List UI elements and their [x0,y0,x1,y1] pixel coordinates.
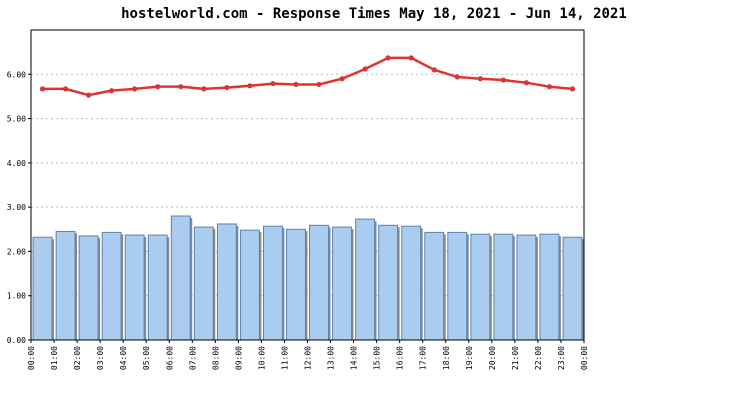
line-point [293,81,299,88]
bar [447,231,468,341]
bar [262,225,283,341]
x-tick-label: 15:00 [373,346,382,370]
x-tick-label: 12:00 [304,346,313,370]
x-tick-label: 16:00 [396,346,405,370]
x-tick-label: 20:00 [488,346,497,370]
line-point [523,80,529,86]
line-point [500,77,506,83]
bar [424,231,445,341]
x-tick-label: 07:00 [188,346,197,370]
x-tick-label: 02:00 [73,346,82,370]
x-tick-label: 19:00 [465,346,474,370]
line-point [569,86,576,92]
line-point [132,86,138,92]
y-tick-label: 6.00 [7,70,26,79]
chart-title: hostelworld.com - Response Times May 18,… [121,6,627,22]
axes [28,29,585,343]
y-tick-label: 1.00 [7,292,26,301]
x-tick-label: 00:00 [580,346,589,370]
bar [562,236,583,341]
line-point [109,88,115,94]
line-point [247,83,253,89]
x-tick-label: 05:00 [142,346,151,370]
line-point [86,92,92,98]
line-point [362,66,368,72]
x-tick-labels: 00:00 01:00 02:00 03:00 04:00 05:00 06:00 07:00… [27,346,589,370]
line-point [408,55,414,61]
line-point [431,67,437,73]
x-tick-label: 09:00 [234,346,243,370]
bar [193,226,214,341]
bars [32,215,584,341]
x-tick-label: 22:00 [534,346,543,370]
line-point [454,74,460,80]
bar [101,231,122,341]
x-tick-label: 08:00 [211,346,220,370]
line-point [316,81,322,88]
bar [286,228,306,341]
bar [239,229,260,341]
bar [516,234,537,341]
line-point [178,84,184,90]
bar [124,234,145,341]
bar [332,226,353,341]
bar [147,234,168,341]
y-tick-label: 3.00 [7,203,26,212]
x-tick-label: 06:00 [165,346,174,370]
gridlines [31,73,584,297]
x-tick-label: 17:00 [419,346,428,370]
line-point [339,76,345,82]
bar [493,233,514,341]
y-tick-label: 4.00 [7,159,26,168]
x-tick-label: 04:00 [119,346,128,370]
y-tick-label: 0.00 [7,336,26,345]
line-point [477,76,483,82]
bar [401,225,422,341]
bar [355,218,376,341]
bar [78,235,99,341]
x-tick-label: 14:00 [350,346,359,370]
x-tick-label: 00:00 [27,346,36,370]
bar [378,224,399,341]
x-tick-label: 18:00 [442,346,451,370]
bar [470,233,491,341]
y-tick-label: 2.00 [7,247,26,256]
bar [309,224,329,341]
x-tick-label: 01:00 [50,346,59,370]
bar [170,215,191,341]
x-tick-label: 13:00 [327,346,336,370]
series-line [42,56,573,97]
response-line [39,55,576,98]
bar [539,233,560,341]
x-tick-label: 10:00 [257,346,266,370]
x-tick-label: 23:00 [557,346,566,370]
y-tick-label: 5.00 [7,115,26,124]
line-point [270,80,276,87]
line-point [62,86,69,92]
x-tick-label: 03:00 [96,346,105,370]
bar [55,231,76,341]
line-point [39,86,46,92]
line-point [385,55,391,61]
line-point [224,84,230,91]
x-tick-label: 11:00 [280,346,289,370]
line-point [546,84,553,90]
x-tick-label: 21:00 [511,346,520,370]
bar [216,223,237,341]
y-tick-labels: 0.00 1.00 2.00 3.00 4.00 5.00 6.00 [7,70,26,345]
line-point [201,86,207,92]
line-point [155,84,161,90]
bar [32,236,53,341]
